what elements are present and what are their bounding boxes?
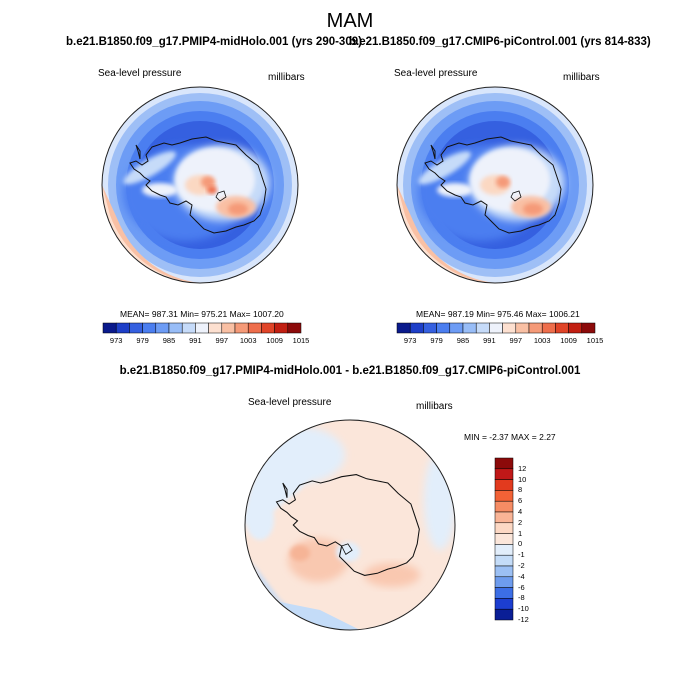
colorbar-tick-label: 1009 xyxy=(266,336,283,345)
colorbar-swatch xyxy=(494,511,514,524)
colorbar-tick-label: -12 xyxy=(518,615,529,624)
figure-title: MAM xyxy=(326,10,374,32)
colorbar-swatch xyxy=(449,322,464,334)
colorbar-tick-label: 985 xyxy=(162,336,176,345)
colorbar-tick-label: 979 xyxy=(430,336,443,345)
colorbar-tick-label: 1003 xyxy=(533,336,551,345)
colorbar-swatch xyxy=(195,322,209,334)
map-midholo xyxy=(101,86,299,284)
colorbar-tick-label: 1009 xyxy=(560,336,577,345)
colorbar-swatch xyxy=(581,322,596,334)
colorbar-tick-label: 6 xyxy=(518,496,523,506)
colorbar-tick-label: 997 xyxy=(215,336,229,345)
colorbar-swatch xyxy=(102,322,117,334)
colorbar-swatch xyxy=(396,322,411,334)
colorbar-swatch xyxy=(261,322,275,334)
colorbar-swatch xyxy=(494,565,514,578)
colorbar-tick-label: 991 xyxy=(189,336,202,345)
colorbar-swatch xyxy=(208,322,223,334)
colorbar-swatch xyxy=(502,322,517,334)
colorbar-swatch xyxy=(168,322,183,334)
colorbar-tick-label: 2 xyxy=(518,517,523,527)
colorbar-tick-label: 985 xyxy=(456,336,470,345)
right-stats: MEAN= 987.19 Min= 975.46 Max= 1006.21 xyxy=(416,309,580,319)
colorbar-swatch xyxy=(494,576,514,588)
right-run-title: b.e21.B1850.f09_g17.CMIP6-piControl.001 … xyxy=(349,36,651,48)
colorbar-swatch xyxy=(475,322,490,334)
colorbar-tick-label: 1003 xyxy=(239,336,257,345)
right-variable-label: Sea-level pressure xyxy=(394,68,478,79)
colorbar-tick-label: 10 xyxy=(518,474,527,484)
colorbar-swatch xyxy=(568,322,583,334)
right-units-label: millibars xyxy=(563,72,600,83)
colorbar-tick-label: -2 xyxy=(518,561,525,570)
colorbar-swatch xyxy=(494,608,514,621)
colorbar-tick-label: 973 xyxy=(109,336,123,345)
difference-title: b.e21.B1850.f09_g17.PMIP4-midHolo.001 - … xyxy=(119,365,581,377)
colorbar-swatch xyxy=(155,322,170,334)
colorbar-tick-label: 12 xyxy=(518,463,527,473)
colorbar-swatch xyxy=(494,468,514,480)
colorbar-tick-label: 991 xyxy=(483,336,496,345)
colorbar-tick-label: 1015 xyxy=(292,336,310,345)
colorbar-swatch xyxy=(129,322,143,334)
colorbar-swatch xyxy=(436,322,451,334)
colorbar-swatch xyxy=(142,322,157,334)
colorbar-swatch xyxy=(541,322,556,334)
colorbar-swatch xyxy=(494,598,514,610)
colorbar-swatch xyxy=(115,322,130,334)
colorbar-tick-label: -1 xyxy=(518,550,525,560)
colorbar-tick-label: 973 xyxy=(403,336,417,345)
left-stats: MEAN= 987.31 Min= 975.21 Max= 1007.20 xyxy=(120,309,284,319)
colorbar-swatch xyxy=(287,322,302,334)
diff-variable-label: Sea-level pressure xyxy=(248,397,332,408)
colorbar-swatch xyxy=(247,322,262,334)
colorbar-swatch xyxy=(494,479,514,491)
colorbar-tick-label: 997 xyxy=(509,336,523,345)
left-units-label: millibars xyxy=(268,72,305,83)
colorbar-tick-label: -6 xyxy=(518,582,525,592)
colorbar-swatch xyxy=(494,457,514,470)
colorbar-swatch xyxy=(423,322,437,334)
diff-units-label: millibars xyxy=(416,401,453,412)
diff-stats: MIN = -2.37 MAX = 2.27 xyxy=(464,432,556,442)
colorbar-midholo xyxy=(102,322,302,334)
colorbar-picontrol xyxy=(396,322,596,334)
map-difference xyxy=(244,419,456,631)
colorbar-tick-label: 4 xyxy=(518,507,523,516)
colorbar-tick-label: 979 xyxy=(136,336,149,345)
colorbar-difference xyxy=(494,457,514,621)
left-run-title: b.e21.B1850.f09_g17.PMIP4-midHolo.001 (y… xyxy=(66,36,362,48)
colorbar-swatch xyxy=(494,587,514,599)
colorbar-swatch xyxy=(221,322,236,334)
colorbar-swatch xyxy=(494,533,514,545)
colorbar-swatch xyxy=(494,490,514,502)
map-boundary xyxy=(101,86,299,284)
colorbar-swatch xyxy=(494,554,514,567)
colorbar-tick-label: -4 xyxy=(518,571,525,581)
colorbar-swatch xyxy=(234,322,249,334)
map-boundary xyxy=(396,86,594,284)
colorbar-swatch xyxy=(494,522,514,534)
map-picontrol xyxy=(396,86,594,284)
colorbar-swatch xyxy=(494,544,514,556)
colorbar-swatch xyxy=(409,322,424,334)
colorbar-tick-label: 8 xyxy=(518,485,523,495)
colorbar-tick-label: 1 xyxy=(518,528,523,538)
colorbar-tick-label: 0 xyxy=(518,539,523,549)
colorbar-swatch xyxy=(274,322,289,334)
colorbar-swatch xyxy=(489,322,503,334)
colorbar-swatch xyxy=(555,322,569,334)
colorbar-tick-label: -8 xyxy=(518,593,525,603)
left-variable-label: Sea-level pressure xyxy=(98,68,182,79)
colorbar-tick-label: -10 xyxy=(518,604,529,614)
colorbar-swatch xyxy=(494,500,514,513)
colorbar-tick-label: 1015 xyxy=(586,336,604,345)
colorbar-swatch xyxy=(528,322,543,334)
colorbar-swatch xyxy=(462,322,477,334)
colorbar-swatch xyxy=(181,322,196,334)
colorbar-swatch xyxy=(515,322,530,334)
map-boundary xyxy=(244,419,456,631)
